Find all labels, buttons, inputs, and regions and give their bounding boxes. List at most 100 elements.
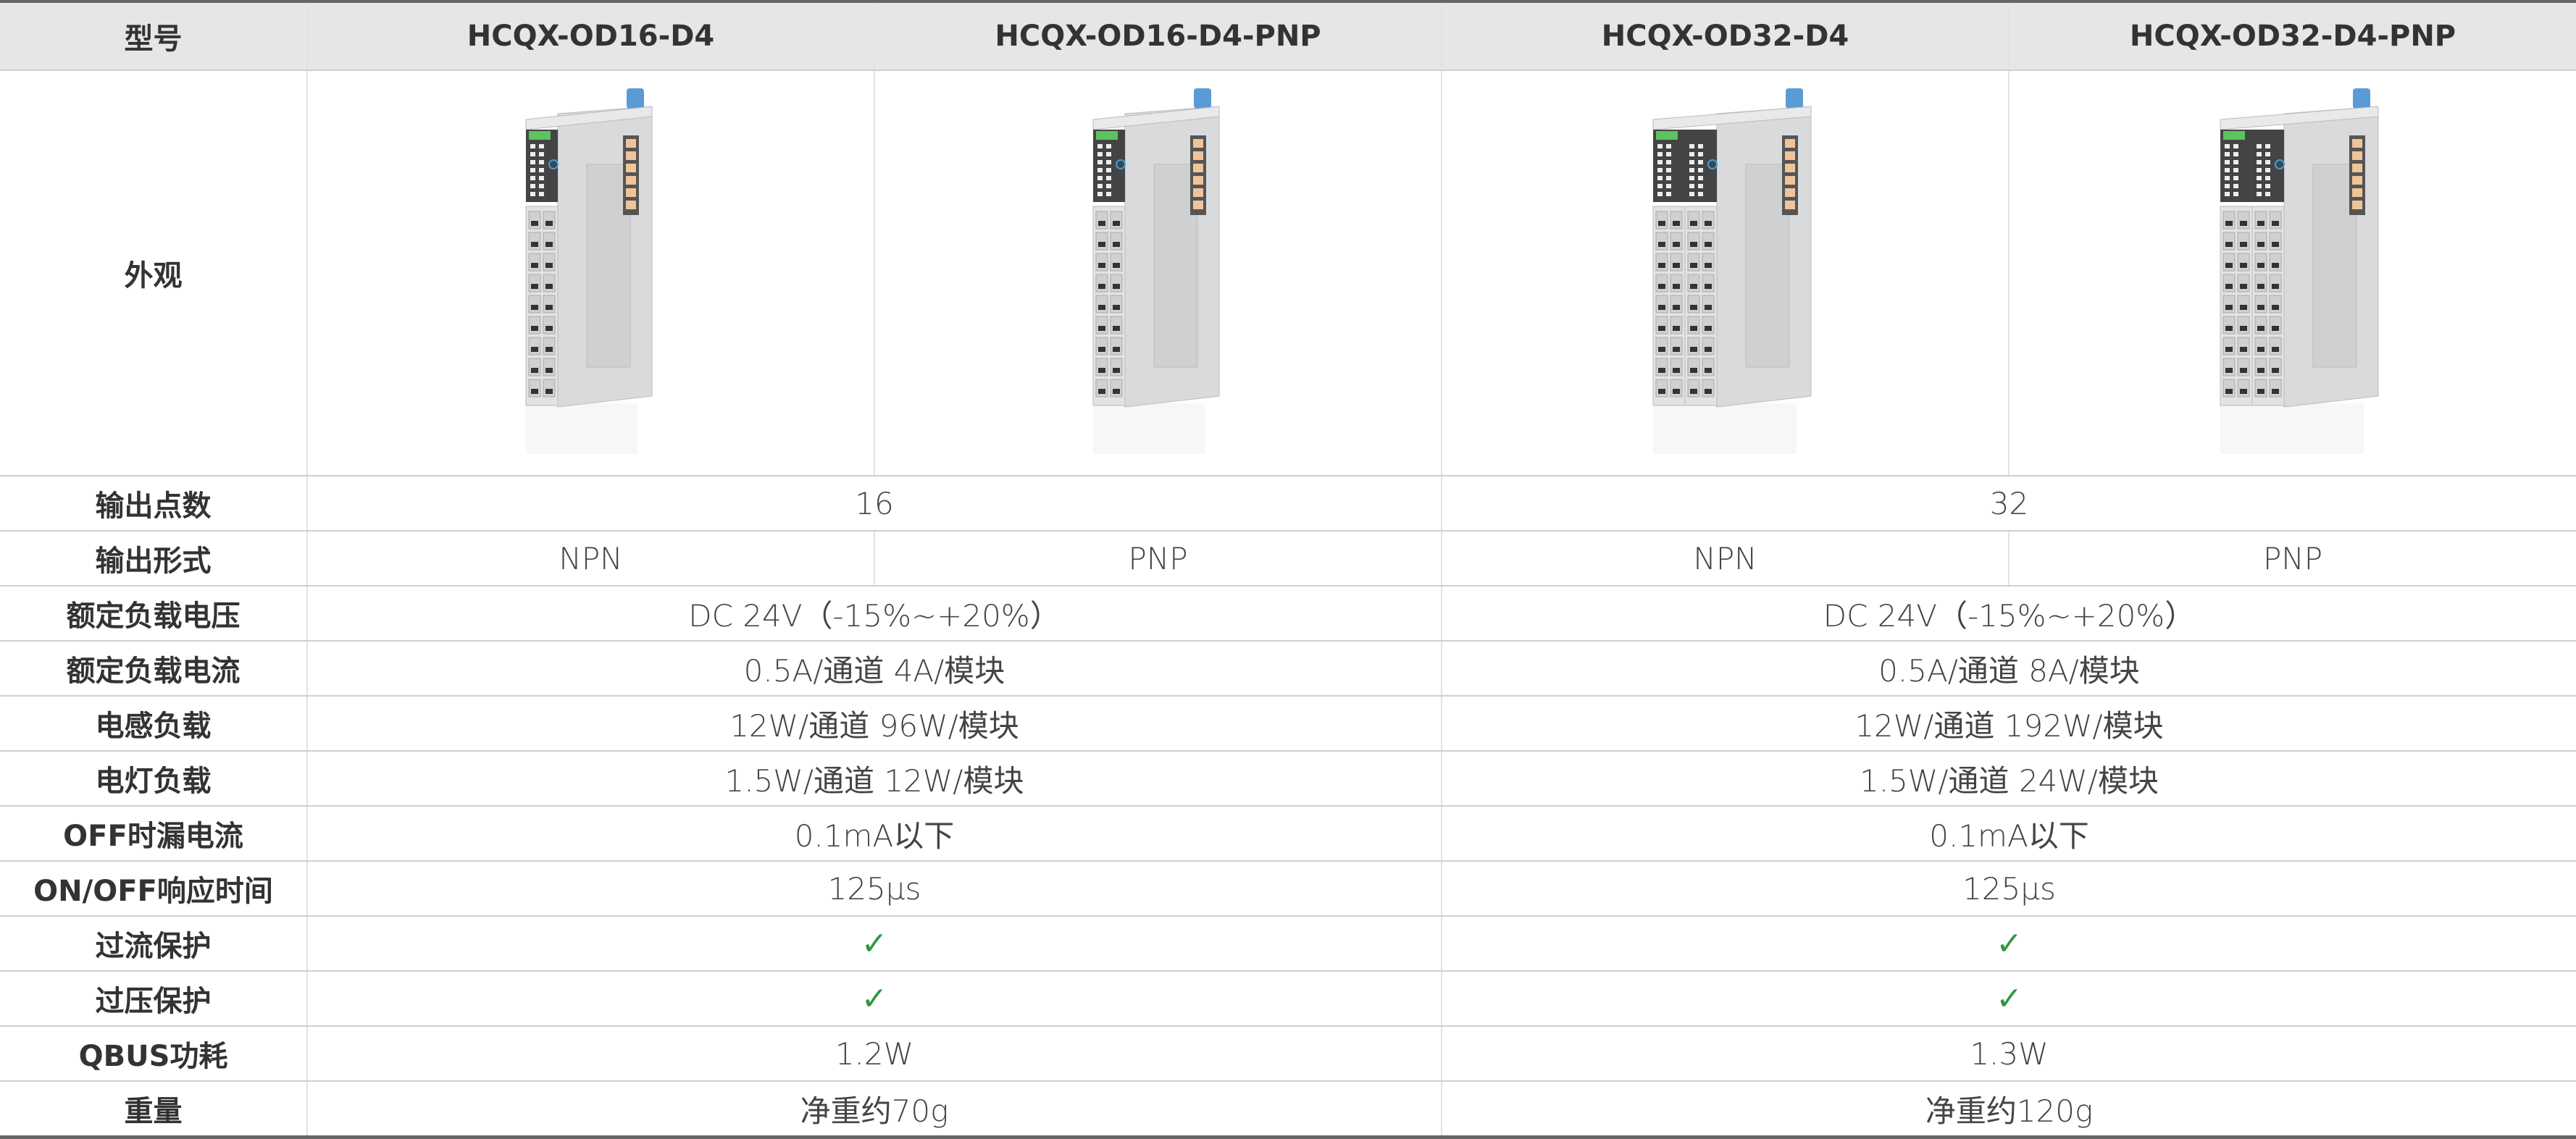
terminal: [1095, 379, 1108, 398]
led: [2233, 184, 2238, 188]
led: [1097, 176, 1103, 180]
product-image-cell: [1441, 70, 2009, 476]
led: [1689, 168, 1694, 172]
led: [538, 184, 544, 188]
terminal-hole: [1097, 284, 1105, 289]
model-header: HCQX-OD16-D4-PNP: [874, 1, 1442, 71]
terminal-hole: [2272, 242, 2279, 247]
terminal-hole: [2225, 389, 2233, 394]
led: [1097, 192, 1103, 196]
spec-value: 净重约70g: [306, 1081, 1442, 1138]
spec-value-text: DC 24V（-15%~+20%）: [1823, 597, 2196, 634]
spec-value-text: 1.3W: [1970, 1035, 2049, 1072]
led: [2233, 176, 2238, 180]
led: [2265, 168, 2270, 172]
spec-value-text: 12W/通道 96W/模块: [729, 707, 1019, 744]
led: [1697, 160, 1703, 164]
spec-value-text: 0.5A/通道 8A/模块: [1878, 652, 2140, 689]
terminal-hole: [545, 263, 553, 268]
led: [1689, 144, 1694, 148]
spec-row: OFF时漏电流 0.1mA以下 0.1mA以下: [0, 806, 2576, 862]
terminal: [543, 379, 555, 398]
led: [1105, 192, 1111, 196]
contact-pin: [1784, 176, 1795, 185]
contact-pin: [625, 188, 636, 197]
terminal: [1702, 211, 1714, 230]
status-indicator: [1707, 159, 1718, 169]
spec-row: 过流保护 ✓ ✓: [0, 916, 2576, 972]
terminal-hole: [1689, 242, 1697, 247]
terminal: [2222, 295, 2236, 314]
led: [2233, 168, 2238, 172]
terminal-hole: [530, 326, 538, 331]
led-panel: [1652, 130, 1685, 202]
spec-row: ON/OFF响应时间 125μs 125μs: [0, 861, 2576, 917]
contact-pin: [2352, 151, 2362, 160]
led: [2265, 192, 2270, 196]
product-image-cell: [306, 70, 874, 476]
terminal: [1687, 379, 1699, 398]
top-rail: [525, 106, 652, 130]
terminal-hole: [2240, 263, 2247, 268]
led: [2225, 192, 2230, 196]
terminal-hole: [1097, 347, 1105, 352]
led: [1689, 176, 1694, 180]
terminal: [528, 379, 540, 398]
terminal: [1095, 358, 1108, 377]
terminal: [1702, 232, 1714, 251]
contact-pin: [1192, 176, 1203, 185]
terminal: [2237, 211, 2250, 230]
terminal: [1655, 337, 1668, 356]
terminal: [1687, 253, 1699, 272]
terminal-hole: [1689, 284, 1697, 289]
terminal-hole: [2272, 368, 2279, 373]
led: [538, 152, 544, 156]
product-image-cell: [2008, 70, 2576, 476]
terminal-hole: [1672, 368, 1680, 373]
contact-pin: [1192, 188, 1203, 197]
terminal-hole: [1657, 347, 1665, 352]
spec-value: 1.3W: [1441, 1026, 2576, 1082]
status-indicator: [548, 159, 559, 169]
led: [1689, 192, 1694, 196]
terminal: [1095, 295, 1108, 314]
check-icon-cell: ✓: [1441, 971, 2576, 1027]
check-icon: ✓: [861, 980, 888, 1017]
spec-row: QBUS功耗 1.2W 1.3W: [0, 1026, 2576, 1082]
terminal-hole: [2225, 221, 2233, 226]
led: [1665, 184, 1671, 188]
terminal-hole: [1672, 242, 1680, 247]
terminal-hole: [1689, 368, 1697, 373]
header-label: 型号: [0, 1, 307, 71]
terminal-hole: [2225, 242, 2233, 247]
contact-pin: [625, 201, 636, 209]
terminal: [2269, 316, 2282, 335]
row-label: 重量: [0, 1081, 307, 1138]
terminal: [1655, 232, 1668, 251]
terminal: [1095, 337, 1108, 356]
terminal: [2237, 358, 2250, 377]
check-icon-cell: ✓: [306, 916, 1442, 972]
terminal: [2237, 232, 2250, 251]
spec-value: 125μs: [1441, 861, 2576, 917]
terminal-hole: [2225, 347, 2233, 352]
row-label: 电感负载: [0, 696, 307, 752]
terminal: [1110, 274, 1122, 293]
terminal-hole: [2240, 242, 2247, 247]
led: [1097, 144, 1103, 148]
led: [1665, 160, 1671, 164]
terminal: [1655, 274, 1668, 293]
terminal: [1687, 337, 1699, 356]
terminal-hole: [2240, 221, 2247, 226]
spec-value: 12W/通道 192W/模块: [1441, 696, 2576, 752]
top-rail: [1652, 106, 1811, 130]
led: [1105, 144, 1111, 148]
led: [2257, 144, 2262, 148]
spec-value-text: NPN: [559, 540, 623, 576]
row-label: 输出点数: [0, 476, 307, 531]
model-header: HCQX-OD32-D4-PNP: [2008, 1, 2576, 71]
terminal: [1687, 232, 1699, 251]
spec-value: DC 24V（-15%~+20%）: [306, 586, 1442, 642]
led: [1697, 168, 1703, 172]
row-label: 输出形式: [0, 531, 307, 587]
